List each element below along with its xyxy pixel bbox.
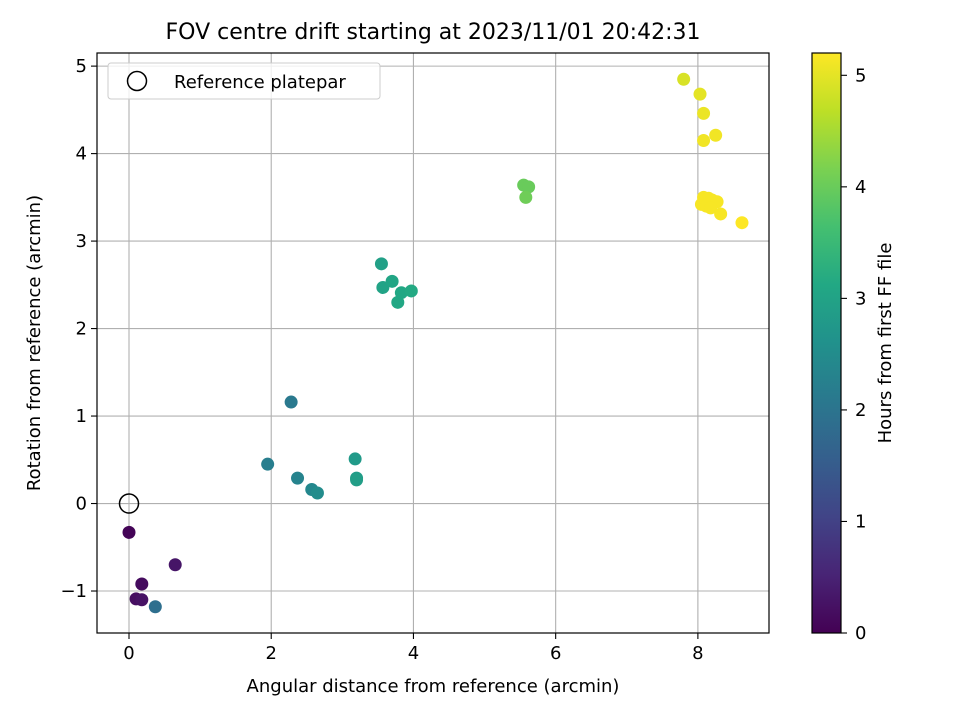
data-point	[350, 473, 364, 487]
data-point	[697, 133, 711, 147]
data-point	[122, 525, 136, 539]
colorbar-tick-label: 5	[855, 65, 866, 86]
data-point	[310, 486, 324, 500]
data-point	[714, 207, 728, 221]
y-tick-label: −1	[60, 581, 87, 602]
data-point	[693, 87, 707, 101]
y-tick-label: 3	[76, 231, 87, 252]
legend-marker-reference	[126, 70, 148, 92]
x-axis-label: Angular distance from reference (arcmin)	[247, 676, 620, 697]
colorbar-label: Hours from first FF file	[875, 243, 896, 444]
data-point	[735, 216, 749, 230]
data-point	[697, 106, 711, 120]
colorbar-tick-label: 0	[855, 623, 866, 644]
colorbar-gradient	[812, 53, 841, 633]
data-point	[709, 128, 723, 142]
y-tick-label: 1	[76, 406, 87, 427]
data-point	[394, 286, 408, 300]
x-tick-label: 4	[408, 643, 419, 664]
data-point	[148, 600, 162, 614]
colorbar-tick-label: 1	[855, 511, 866, 532]
colorbar-frame	[811, 52, 842, 634]
data-point	[677, 72, 691, 86]
colorbar-ticks: 0 1 2 3 4 5	[841, 65, 866, 644]
legend-box	[107, 62, 381, 100]
data-point	[291, 471, 305, 485]
x-tick-label: 6	[550, 643, 561, 664]
colorbar-tick-label: 2	[855, 400, 866, 421]
y-axis-label: Rotation from reference (arcmin)	[24, 195, 45, 491]
data-point	[704, 201, 718, 215]
plot-frame	[96, 52, 770, 634]
y-axis-ticks: −1 0 1 2 3 4 5	[60, 56, 97, 602]
colorbar-tick-label: 4	[855, 177, 866, 198]
data-point	[376, 280, 390, 294]
data-point	[374, 257, 388, 271]
legend-label-reference: Reference platepar	[174, 72, 346, 93]
y-tick-label: 4	[76, 144, 87, 165]
y-tick-label: 2	[76, 319, 87, 340]
data-point	[284, 395, 298, 409]
reference-platepar-marker	[118, 493, 140, 514]
chart-title: FOV centre drift starting at 2023/11/01 …	[166, 20, 701, 45]
data-point	[522, 180, 536, 194]
data-points	[118, 72, 749, 614]
data-point	[519, 190, 533, 204]
data-point	[348, 452, 362, 466]
data-point	[404, 284, 418, 298]
colorbar: 0 1 2 3 4 5 Hours from first FF file	[811, 52, 896, 644]
data-point	[261, 457, 275, 471]
plot-area	[96, 52, 770, 634]
x-tick-label: 0	[123, 643, 134, 664]
data-point	[135, 593, 149, 607]
x-tick-label: 2	[265, 643, 276, 664]
x-tick-label: 8	[692, 643, 703, 664]
data-point	[168, 558, 182, 572]
data-point	[135, 577, 149, 591]
colorbar-tick-label: 3	[855, 288, 866, 309]
data-point	[385, 274, 399, 288]
y-tick-label: 5	[76, 56, 87, 77]
y-tick-label: 0	[76, 494, 87, 515]
grid-lines	[97, 53, 769, 633]
x-axis-ticks: 0 2 4 6 8	[123, 633, 704, 664]
legend: Reference platepar	[107, 62, 381, 100]
